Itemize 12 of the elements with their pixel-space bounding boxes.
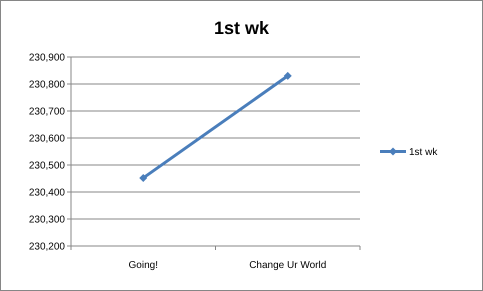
- y-tick-label: 230,900: [28, 52, 66, 64]
- y-tick-label: 230,300: [28, 214, 66, 226]
- y-tick-label: 230,500: [28, 160, 66, 172]
- x-tick-label: Going!: [128, 260, 158, 271]
- x-tick-label: Change Ur World: [249, 260, 326, 271]
- y-tick-label: 230,200: [28, 242, 66, 252]
- legend-label: 1st wk: [409, 147, 438, 158]
- chart-title: 1st wk: [214, 18, 270, 38]
- y-tick-label: 230,600: [28, 134, 66, 144]
- y-tick-label: 230,700: [28, 106, 66, 118]
- y-tick-label: 230,800: [28, 80, 66, 90]
- y-tick-label: 230,400: [28, 188, 66, 198]
